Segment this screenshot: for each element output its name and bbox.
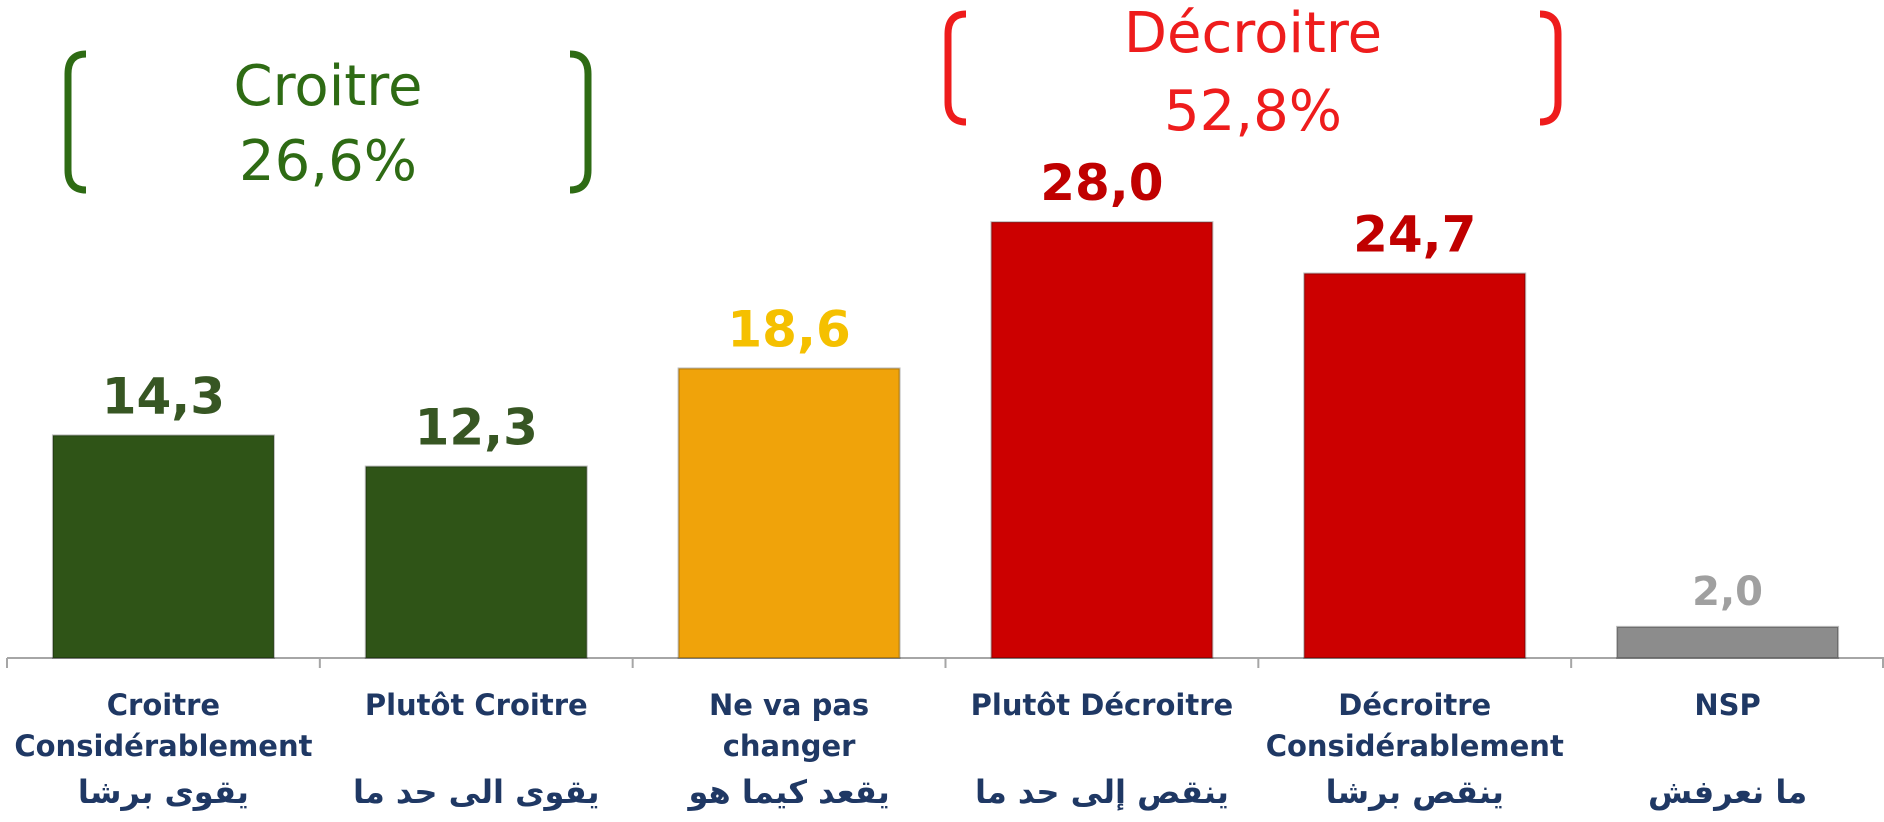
x-tick-label-arabic: يقعد كيما هو: [686, 773, 889, 811]
annotation-text: 52,8%: [1164, 79, 1342, 144]
bracket-right: [569, 50, 592, 194]
x-tick-label: Considérablement: [1266, 729, 1564, 763]
x-tick-label: Plutôt Décroitre: [971, 688, 1234, 722]
bar: [677, 367, 901, 659]
annotation-text: Croitre: [234, 54, 423, 119]
value-label: 24,7: [1353, 206, 1476, 264]
x-tick-label: changer: [723, 729, 856, 763]
x-tick-label-arabic: يقوى برشا: [78, 773, 249, 811]
bracket-right: [1539, 10, 1562, 126]
x-tick-label: NSP: [1694, 688, 1760, 722]
bracket-left: [64, 50, 87, 194]
bar: [990, 221, 1214, 659]
x-tick-label-arabic: ينقص إلى حد ما: [975, 773, 1229, 812]
x-tick-label: Ne va pas: [709, 688, 869, 722]
x-tick-label-arabic: ينقص برشا: [1326, 773, 1504, 811]
annotation-text: 26,6%: [239, 129, 417, 194]
annotation-text: Décroitre: [1124, 1, 1382, 66]
value-label: 2,0: [1692, 569, 1763, 615]
x-tick-label-arabic: ما نعرفش: [1648, 773, 1807, 811]
x-tick-label: Plutôt Croitre: [365, 688, 588, 722]
value-label: 12,3: [415, 399, 538, 457]
x-tick-label-arabic: يقوى الى حد ما: [353, 773, 600, 811]
bracket-left: [944, 10, 967, 126]
value-label: 28,0: [1040, 154, 1163, 212]
x-tick-label: Croitre: [107, 688, 220, 722]
bar: [1303, 272, 1527, 659]
bar: [364, 465, 588, 659]
value-label: 14,3: [102, 367, 225, 425]
x-tick-label: Décroitre: [1338, 688, 1491, 722]
x-tick-label: Considérablement: [14, 729, 312, 763]
bar: [1616, 625, 1840, 659]
value-label: 18,6: [727, 300, 850, 358]
bar: [51, 434, 275, 659]
